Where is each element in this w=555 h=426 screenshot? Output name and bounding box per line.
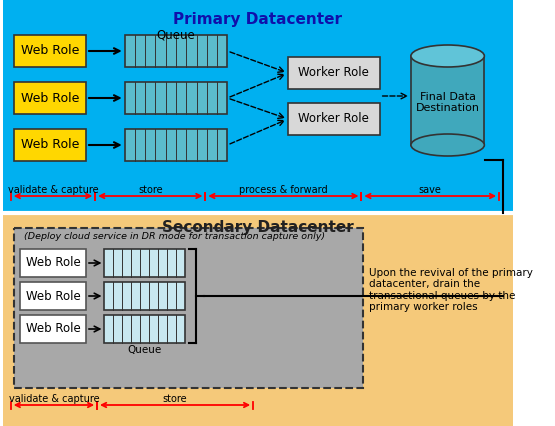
Bar: [288, 57, 380, 89]
Bar: [104, 249, 185, 277]
Bar: [288, 103, 380, 135]
Text: Worker Role: Worker Role: [299, 66, 369, 80]
Bar: [14, 228, 363, 388]
Text: Worker Role: Worker Role: [299, 112, 369, 126]
Bar: [104, 315, 185, 343]
Text: Web Role: Web Role: [26, 256, 80, 270]
Bar: [125, 129, 228, 161]
Text: (Deploy cloud service in DR mode for transaction capture only): (Deploy cloud service in DR mode for tra…: [24, 232, 325, 241]
Text: Web Role: Web Role: [21, 92, 79, 104]
Ellipse shape: [411, 134, 485, 156]
Text: Web Role: Web Role: [21, 44, 79, 58]
Text: Primary Datacenter: Primary Datacenter: [173, 12, 342, 27]
Text: Secondary Datacenter: Secondary Datacenter: [162, 220, 354, 235]
Bar: [411, 56, 485, 145]
Bar: [3, 0, 513, 213]
Text: validate & capture: validate & capture: [8, 185, 98, 195]
Bar: [104, 282, 185, 310]
Bar: [20, 282, 86, 310]
Text: Queue: Queue: [157, 28, 195, 41]
Text: Queue: Queue: [128, 345, 162, 355]
Bar: [14, 129, 86, 161]
Bar: [20, 249, 86, 277]
Bar: [3, 213, 513, 426]
Bar: [20, 315, 86, 343]
Text: store: store: [138, 185, 163, 195]
Text: Web Role: Web Role: [21, 138, 79, 152]
Ellipse shape: [411, 45, 485, 67]
Bar: [125, 82, 228, 114]
Bar: [125, 35, 228, 67]
Text: validate & capture: validate & capture: [9, 394, 99, 404]
Text: process & forward: process & forward: [239, 185, 327, 195]
Bar: [14, 82, 86, 114]
Bar: [14, 35, 86, 67]
Text: store: store: [163, 394, 188, 404]
Text: Upon the revival of the primary
datacenter, drain the
transactional queues by th: Upon the revival of the primary datacent…: [369, 268, 533, 312]
Text: Web Role: Web Role: [26, 322, 80, 336]
Text: Final Data
Destination: Final Data Destination: [416, 92, 480, 113]
Text: save: save: [419, 185, 442, 195]
Text: Web Role: Web Role: [26, 290, 80, 302]
